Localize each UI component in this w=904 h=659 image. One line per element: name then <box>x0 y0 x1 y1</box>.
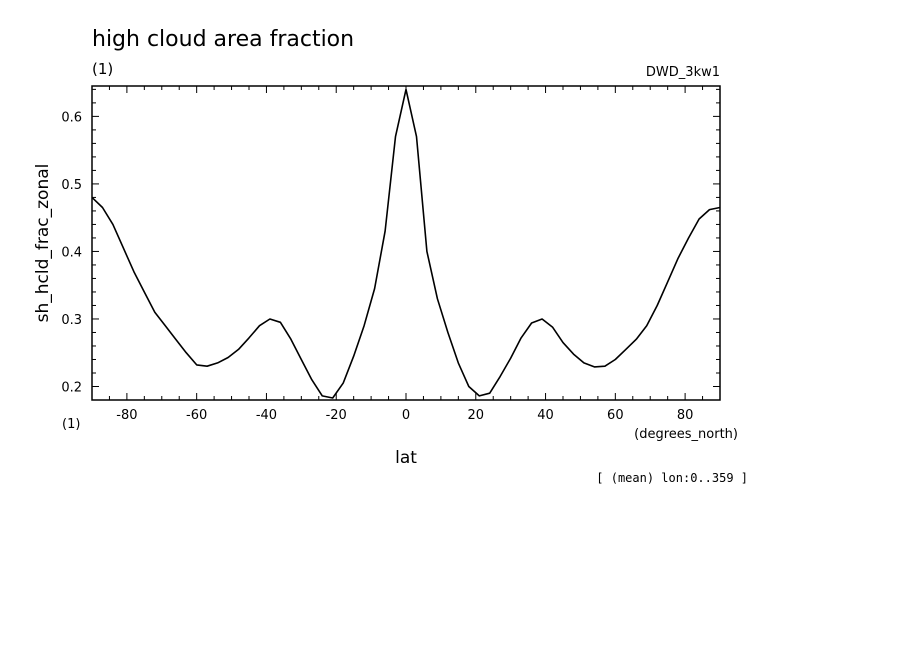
y-tick-label: 0.6 <box>61 110 82 125</box>
y-tick-label: 0.4 <box>61 245 82 260</box>
x-axis-ticks: -80 -60 -40 -20 0 20 40 60 80 <box>91 86 721 423</box>
x-axis-label: lat <box>395 448 417 468</box>
y-tick-label: 0.5 <box>61 178 82 193</box>
mean-note: [ (mean) lon:0..359 ] <box>596 471 748 485</box>
y-tick-label: 0.3 <box>61 313 82 328</box>
x-tick-label: 20 <box>468 408 485 423</box>
dataset-label: DWD_3kw1 <box>646 65 720 80</box>
title-units: (1) <box>92 60 113 78</box>
x-tick-label: 80 <box>677 408 694 423</box>
series-layer <box>91 88 721 399</box>
y-axis-ticks: 0.2 0.3 0.4 0.5 0.6 <box>61 88 720 401</box>
x-tick-label: -60 <box>186 408 207 423</box>
chart-title: high cloud area fraction <box>92 27 354 52</box>
x-tick-label: -80 <box>116 408 137 423</box>
y-axis-label: sh_hcld_frac_zonal <box>33 164 53 323</box>
series-line <box>91 88 721 399</box>
x-tick-label: -40 <box>256 408 277 423</box>
x-tick-label: 0 <box>402 408 410 423</box>
x-units-label: (degrees_north) <box>634 427 738 442</box>
x-tick-label: 40 <box>537 408 554 423</box>
y-tick-label: 0.2 <box>61 380 82 395</box>
y-units-note: (1) <box>62 417 80 432</box>
x-tick-label: 60 <box>607 408 624 423</box>
x-tick-label: -20 <box>326 408 347 423</box>
